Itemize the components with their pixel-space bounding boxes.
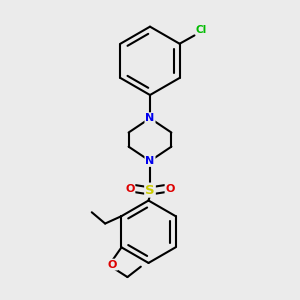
- Text: O: O: [166, 184, 175, 194]
- Text: O: O: [125, 184, 134, 194]
- Text: N: N: [146, 156, 154, 166]
- Text: Cl: Cl: [196, 25, 207, 35]
- Text: S: S: [145, 184, 155, 196]
- Text: N: N: [146, 113, 154, 123]
- Text: O: O: [108, 260, 117, 270]
